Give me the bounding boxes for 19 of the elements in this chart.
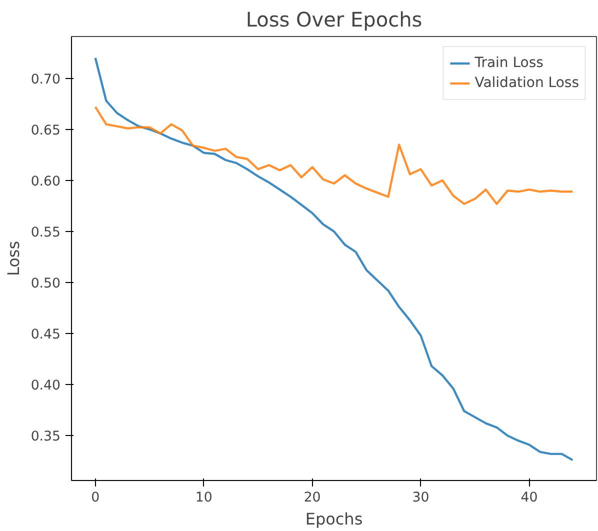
line-series [94, 106, 574, 205]
y-tick-label: 0.50 [30, 276, 61, 292]
x-tick-label: 10 [195, 490, 212, 506]
x-tick-label: 30 [412, 490, 430, 506]
legend-label: Train Loss [474, 55, 544, 71]
chart-title: Loss Over Epochs [246, 8, 422, 32]
y-tick-label: 0.65 [30, 123, 61, 138]
x-tick-label: 40 [520, 490, 538, 506]
y-tick-label: 0.45 [30, 328, 61, 343]
y-tick-label: 0.35 [30, 430, 61, 445]
y-axis-title: Loss [4, 240, 23, 276]
y-tick-label: 0.60 [30, 174, 61, 190]
y-tick-label: 0.70 [30, 72, 61, 88]
x-axis-title: Epochs [305, 510, 363, 528]
y-tick-label: 0.40 [30, 378, 61, 394]
x-tick-label: 0 [91, 490, 100, 506]
x-tick-label: 20 [304, 490, 321, 506]
y-tick-label: 0.55 [30, 225, 61, 240]
legend-label: Validation Loss [474, 75, 579, 91]
